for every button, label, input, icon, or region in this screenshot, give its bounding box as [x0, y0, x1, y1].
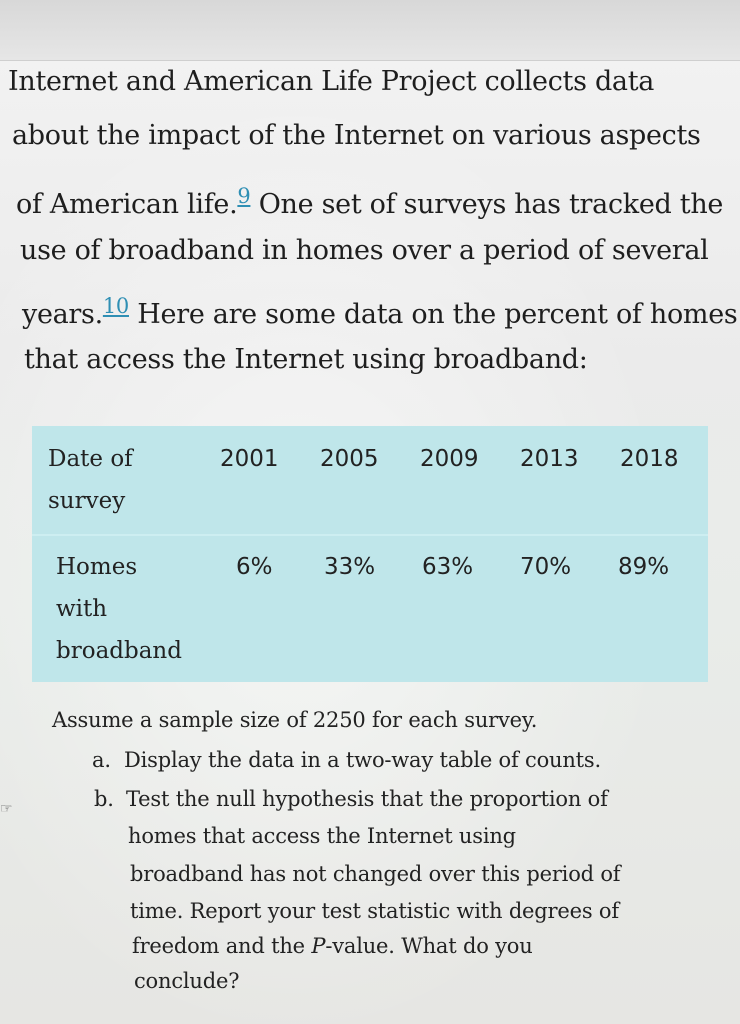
question-b-line-3: broadband has not changed over this peri…: [130, 862, 621, 886]
hand-pointer-icon: ☞: [0, 801, 13, 817]
percent-2009: 63%: [422, 554, 474, 580]
row-divider: [32, 534, 708, 536]
question-b-line-5: freedom and the P-value. What do you: [132, 934, 533, 958]
question-b-line-5-rest: -value. What do you: [325, 934, 533, 958]
header-label: Date of survey: [48, 438, 133, 522]
row-label: Homes with broadband: [56, 546, 182, 672]
paragraph-line-3: of American life.9 One set of surveys ha…: [16, 184, 723, 220]
percent-2001: 6%: [236, 554, 273, 580]
paragraph-line-2: about the impact of the Internet on vari…: [12, 120, 701, 151]
question-intro: Assume a sample size of 2250 for each su…: [52, 708, 538, 732]
paragraph-line-5-rest: Here are some data on the percent of hom…: [129, 299, 738, 330]
question-b-line-6: conclude?: [134, 969, 240, 993]
percent-2005: 33%: [324, 554, 376, 580]
year-2009: 2009: [420, 446, 479, 472]
paragraph-line-5: years.10 Here are some data on the perce…: [22, 294, 738, 330]
paragraph-line-3-rest: One set of surveys has tracked the: [250, 189, 724, 220]
question-a-text: Display the data in a two-way table of c…: [124, 748, 601, 772]
footnote-9-link[interactable]: 9: [237, 184, 251, 208]
paragraph-line-6: that access the Internet using broadband…: [24, 344, 588, 375]
paragraph-line-3-text: of American life.: [16, 189, 238, 220]
header-label-line-1: Date of: [48, 446, 133, 472]
question-b-line-5-text: freedom and the: [132, 934, 312, 958]
broadband-data-table: Date of survey 2001 2005 2009 2013 2018 …: [32, 426, 708, 682]
question-b-line-4: time. Report your test statistic with de…: [130, 899, 619, 923]
paragraph-line-4: use of broadband in homes over a period …: [20, 235, 709, 266]
row-label-line-2: with: [56, 596, 108, 622]
row-label-line-1: Homes: [56, 554, 138, 580]
year-2005: 2005: [320, 446, 379, 472]
question-b-line-2: homes that access the Internet using: [128, 824, 516, 848]
footnote-10-link[interactable]: 10: [102, 294, 129, 318]
row-label-line-3: broadband: [56, 638, 182, 664]
paragraph-line-1: Internet and American Life Project colle…: [8, 66, 655, 97]
year-2013: 2013: [520, 446, 579, 472]
percent-2013: 70%: [520, 554, 572, 580]
paragraph-line-5-text: years.: [22, 299, 103, 330]
question-b-label: b.: [94, 787, 114, 811]
header-label-line-2: survey: [48, 488, 126, 514]
year-2001: 2001: [220, 446, 279, 472]
question-a-label: a.: [92, 748, 111, 772]
percent-2018: 89%: [618, 554, 670, 580]
question-b-line-1: Test the null hypothesis that the propor…: [126, 787, 608, 811]
year-2018: 2018: [620, 446, 679, 472]
p-symbol: P: [311, 934, 326, 958]
top-bar: [0, 0, 740, 61]
